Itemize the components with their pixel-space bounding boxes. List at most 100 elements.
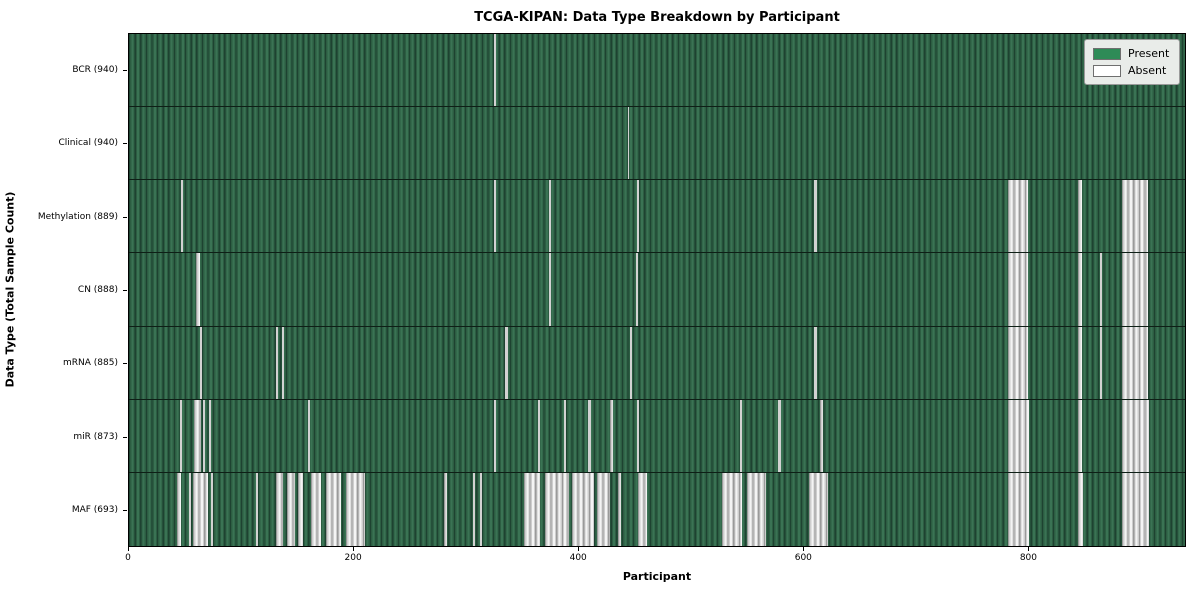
absent-stripe <box>1099 253 1102 326</box>
present-swatch-icon <box>1093 47 1121 60</box>
absent-stripe <box>617 472 622 546</box>
absent-stripe <box>211 472 214 546</box>
absent-stripe <box>494 399 497 472</box>
ytick-label-methylation: Methylation (889) <box>37 211 118 222</box>
absent-stripe <box>479 472 482 546</box>
ytick-mark <box>123 363 127 365</box>
absent-stripe <box>1007 399 1029 472</box>
xtick-label-800: 800 <box>1019 553 1038 563</box>
absent-stripe <box>549 180 552 253</box>
absent-stripe <box>537 399 541 472</box>
y-axis-label: Data Type (Total Sample Count) <box>3 191 17 388</box>
xtick-mark <box>803 547 805 551</box>
absent-stripe <box>1122 472 1150 546</box>
absent-stripe <box>609 399 614 472</box>
absent-stripe <box>307 399 310 472</box>
legend-item-present: Present <box>1093 45 1171 62</box>
xtick-label-0: 0 <box>125 553 131 563</box>
absent-stripe <box>819 399 824 472</box>
absent-stripe <box>180 180 183 253</box>
absent-stripe <box>746 472 766 546</box>
absent-stripe <box>196 253 200 326</box>
absent-stripe <box>1099 326 1102 399</box>
absent-stripe <box>208 399 211 472</box>
ytick-mark <box>123 143 127 145</box>
absent-stripe <box>281 326 285 399</box>
absent-stripe <box>1078 253 1082 326</box>
absent-stripe <box>255 472 259 546</box>
absent-stripe <box>310 472 322 546</box>
absent-stripe <box>345 472 365 546</box>
absent-stripe <box>1007 180 1028 253</box>
absent-stripe <box>1078 472 1083 546</box>
ytick-mark <box>123 436 127 438</box>
xtick-label-200: 200 <box>344 553 362 563</box>
absent-stripe <box>630 326 633 399</box>
absent-stripe <box>179 399 182 472</box>
absent-stripe <box>194 399 201 472</box>
ytick-mark <box>123 69 127 71</box>
row-mrna <box>129 326 1185 400</box>
ytick-mark <box>123 510 127 512</box>
ytick-mark <box>123 216 127 218</box>
absent-stripe <box>597 472 610 546</box>
absent-stripe <box>1007 326 1028 399</box>
absent-stripe <box>637 472 647 546</box>
legend: Present Absent <box>1084 39 1180 85</box>
x-axis-label: Participant <box>622 570 692 583</box>
absent-stripe <box>635 253 638 326</box>
legend-label: Absent <box>1128 64 1167 77</box>
chart-title: TCGA-KIPAN: Data Type Breakdown by Parti… <box>474 10 840 25</box>
absent-stripe <box>188 472 191 546</box>
absent-stripe <box>549 253 552 326</box>
absent-stripe <box>203 399 206 472</box>
absent-stripe <box>1122 399 1150 472</box>
ytick-label-mir: miR (873) <box>73 431 118 442</box>
absent-stripe <box>1122 326 1148 399</box>
row-clinical <box>129 107 1185 181</box>
absent-stripe <box>177 472 181 546</box>
absent-stripe <box>276 326 279 399</box>
row-methylation <box>129 180 1185 254</box>
absent-stripe <box>544 472 570 546</box>
legend-item-absent: Absent <box>1093 62 1171 79</box>
absent-stripe <box>778 399 781 472</box>
absent-stripe <box>1122 180 1148 253</box>
absent-stripe <box>1122 253 1148 326</box>
absent-stripe <box>636 399 639 472</box>
absent-stripe <box>1007 253 1028 326</box>
xtick-mark <box>353 547 355 551</box>
absent-stripe <box>472 472 475 546</box>
absent-stripe <box>627 107 630 180</box>
absent-stripe <box>814 326 817 399</box>
absent-stripe <box>325 472 342 546</box>
row-bcr <box>129 34 1185 108</box>
absent-stripe <box>1078 180 1082 253</box>
row-mir <box>129 399 1185 473</box>
absent-stripe <box>297 472 304 546</box>
absent-stripe <box>505 326 508 399</box>
xtick-mark <box>128 547 129 551</box>
ytick-label-mrna: mRNA (885) <box>63 358 118 369</box>
absent-stripe <box>1078 326 1082 399</box>
row-maf <box>129 472 1185 546</box>
absent-stripe <box>636 180 639 253</box>
absent-stripe <box>588 399 591 472</box>
absent-stripe <box>740 399 743 472</box>
absent-stripe <box>1007 472 1029 546</box>
absent-stripe <box>571 472 595 546</box>
xtick-mark <box>578 547 580 551</box>
absent-stripe <box>276 472 283 546</box>
absent-stripe <box>814 180 817 253</box>
ytick-label-bcr: BCR (940) <box>72 64 118 75</box>
xtick-label-600: 600 <box>794 553 812 563</box>
ytick-label-clinical: Clinical (940) <box>58 138 118 149</box>
row-cn <box>129 253 1185 327</box>
absent-swatch-icon <box>1093 64 1121 77</box>
xtick-mark <box>1028 547 1030 551</box>
xtick-label-400: 400 <box>569 553 587 563</box>
absent-stripe <box>494 34 496 107</box>
absent-stripe <box>199 326 202 399</box>
ytick-label-cn: CN (888) <box>77 285 118 295</box>
